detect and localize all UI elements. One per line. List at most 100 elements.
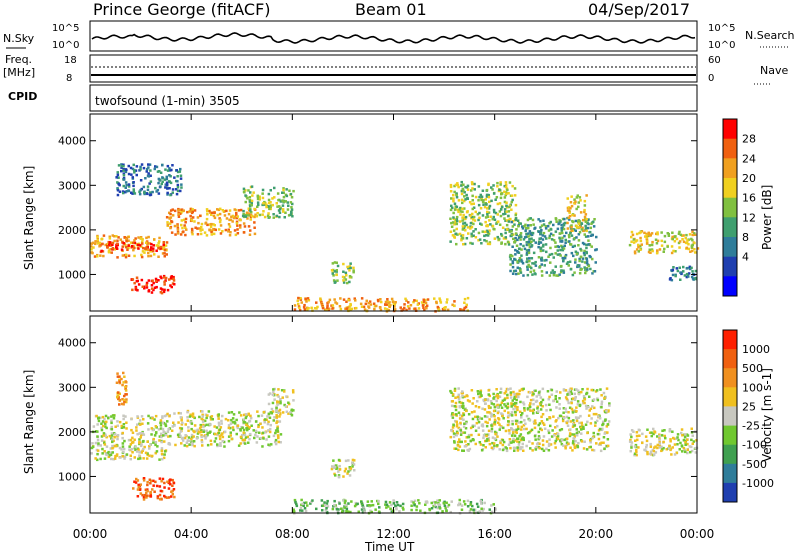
velocity-cell-6 [418, 502, 421, 505]
velocity-cell-2 [121, 398, 124, 401]
velocity-cell-7 [574, 416, 578, 419]
power-cell-9 [525, 253, 529, 256]
power-cell-7 [405, 299, 408, 302]
velocity-cell-3 [192, 415, 195, 418]
power-cell-4 [227, 212, 231, 216]
power-cell-9 [541, 238, 545, 241]
power-cell-7 [350, 307, 353, 311]
power-cell-7 [305, 306, 309, 310]
power-cell-4 [247, 225, 251, 228]
power-cell-9 [509, 254, 512, 257]
power-cell-7 [344, 307, 347, 310]
velocity-cell-7 [477, 433, 481, 436]
power-cell-3 [176, 170, 180, 174]
velocity-cell-7 [477, 395, 481, 399]
power-cell-10 [582, 229, 585, 233]
power-cell-8 [484, 220, 487, 224]
power-cell-4 [210, 233, 213, 236]
velocity-cell-1 [142, 477, 146, 480]
power-heatmap [90, 163, 700, 313]
power-cell-7 [315, 307, 318, 310]
power-cell-3 [161, 176, 164, 179]
velocity-cell-7 [570, 392, 573, 395]
velocity-cell-7 [449, 389, 452, 393]
velocity-cell-7 [510, 405, 513, 408]
power-cell-8 [504, 236, 507, 239]
power-cell-0 [139, 236, 143, 239]
velocity-cell-0 [110, 437, 113, 440]
velocity-cell-8 [689, 450, 692, 454]
velocity-cell-3 [202, 423, 205, 427]
power-cell-5 [284, 211, 287, 214]
velocity-cell-0 [109, 447, 113, 450]
power-cell-0 [116, 239, 119, 242]
velocity-cell-7 [487, 436, 491, 440]
power-cell-3 [130, 173, 133, 176]
velocity-cell-8 [634, 443, 638, 447]
power-cell-9 [560, 227, 563, 230]
power-cell-8 [449, 230, 453, 233]
power-cell-4 [206, 213, 209, 216]
velocity-cell-7 [454, 408, 458, 412]
colorbar-tick-label: 1000 [742, 343, 770, 356]
velocity-cell-7 [539, 408, 543, 411]
power-cell-10 [580, 228, 583, 231]
velocity-cell-7 [558, 403, 561, 406]
power-cell-5 [289, 192, 293, 196]
power-cell-7 [304, 297, 307, 301]
velocity-cell-7 [455, 434, 458, 437]
velocity-cell-7 [459, 429, 463, 432]
velocity-cell-3 [208, 431, 211, 434]
power-cell-12 [675, 267, 679, 270]
velocity-cell-6 [326, 505, 330, 508]
power-cell-2 [133, 281, 136, 285]
power-cell-8 [465, 193, 468, 197]
velocity-cell-7 [522, 438, 525, 442]
velocity-cell-6 [434, 505, 438, 509]
velocity-cell-7 [458, 417, 462, 420]
velocity-cell-7 [591, 405, 594, 408]
power-cell-3 [122, 163, 125, 166]
velocity-cell-7 [501, 399, 505, 402]
velocity-cell-1 [166, 480, 169, 483]
velocity-cell-7 [499, 387, 503, 391]
power-cell-10 [585, 229, 588, 233]
velocity-cell-7 [568, 388, 572, 392]
velocity-cell-3 [277, 436, 280, 440]
velocity-cell-6 [410, 504, 413, 507]
power-cell-12 [678, 266, 681, 269]
velocity-cell-1 [136, 479, 140, 482]
power-cell-8 [467, 232, 470, 235]
power-cell-8 [493, 218, 497, 221]
velocity-cell-7 [519, 410, 522, 414]
power-cell-9 [519, 243, 522, 246]
power-cell-8 [508, 181, 512, 184]
power-cell-5 [244, 215, 248, 218]
power-cell-8 [504, 228, 507, 231]
velocity-cell-0 [122, 423, 126, 426]
velocity-cell-7 [509, 391, 513, 394]
velocity-cell-7 [490, 430, 493, 433]
power-cell-4 [194, 226, 197, 229]
power-cell-3 [174, 188, 178, 191]
velocity-cell-7 [507, 411, 510, 414]
power-cell-2 [154, 277, 158, 281]
power-cell-3 [147, 166, 150, 169]
power-cell-4 [227, 223, 231, 226]
velocity-cell-6 [480, 502, 483, 505]
power-cell-7 [380, 300, 383, 304]
velocity-cell-3 [241, 438, 244, 442]
velocity-cell-0 [116, 420, 119, 423]
velocity-cell-7 [533, 389, 536, 393]
velocity-cell-0 [101, 415, 105, 419]
power-cell-5 [291, 202, 294, 206]
power-cell-0 [102, 234, 106, 237]
velocity-cell-3 [181, 421, 184, 425]
power-cell-3 [147, 172, 150, 175]
velocity-cell-0 [142, 457, 145, 460]
velocity-cell-8 [668, 444, 671, 448]
velocity-cell-6 [294, 500, 297, 504]
power-cell-8 [460, 189, 464, 193]
velocity-cell-7 [516, 440, 519, 443]
velocity-cell-1 [158, 485, 162, 488]
